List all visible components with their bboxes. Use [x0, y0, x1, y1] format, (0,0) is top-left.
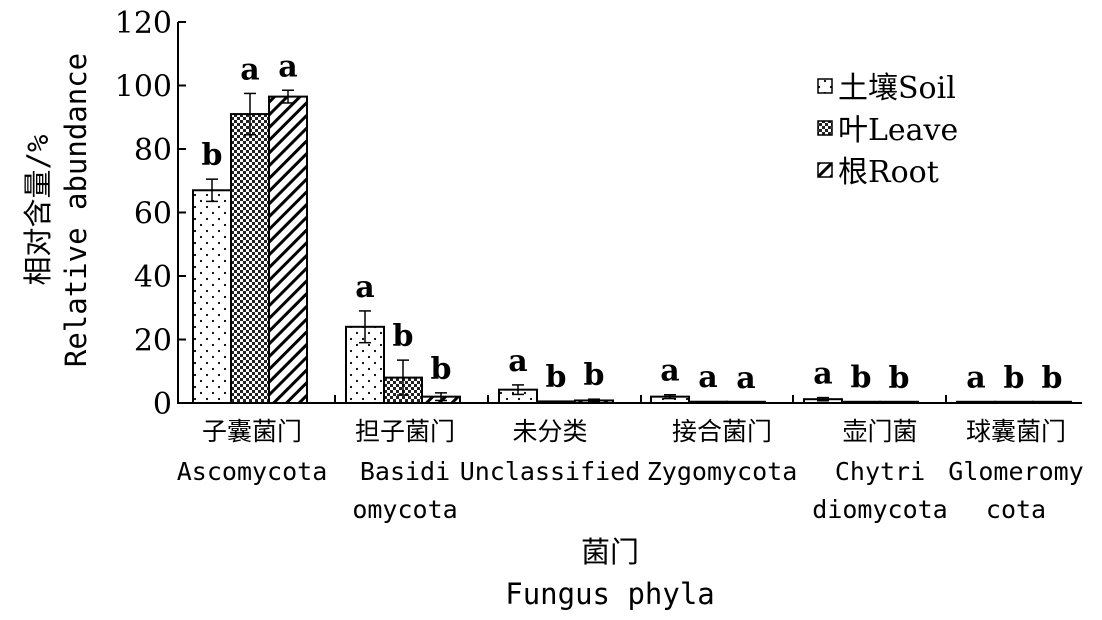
category-label-zh: 接合菌门: [672, 417, 772, 446]
significance-label: a: [508, 344, 527, 379]
legend-swatch-root: [817, 162, 833, 178]
y-axis-title-zh: 相对含量/%: [21, 135, 55, 286]
legend-label-soil: 土壤Soil: [838, 71, 956, 106]
significance-label: b: [1042, 361, 1063, 396]
significance-label: a: [240, 52, 259, 87]
significance-label: a: [736, 361, 755, 396]
category-label-en: Basidi: [360, 457, 450, 486]
significance-label: a: [698, 360, 717, 395]
legend-label-root: 根Root: [838, 155, 939, 190]
bar-root: [1032, 400, 1072, 404]
y-tick-label: 20: [134, 324, 172, 359]
category-label-en: Ascomycota: [177, 457, 328, 486]
significance-label: b: [546, 360, 567, 395]
bar-soil: [345, 325, 385, 404]
bar-leave: [230, 113, 270, 404]
y-tick-label: 0: [153, 387, 172, 422]
x-axis-title: 菌门 Fungus phyla: [505, 535, 715, 611]
y-axis-title: 相对含量/% Relative abundance: [21, 53, 93, 367]
y-tick-label: 60: [134, 197, 172, 232]
bar-leave: [841, 400, 881, 404]
significance-label: b: [1004, 361, 1025, 396]
y-tick-label: 80: [134, 133, 172, 168]
category-label-zh: 球囊菌门: [966, 417, 1066, 446]
x-axis-title-en: Fungus phyla: [505, 577, 715, 611]
legend: 土壤Soil 叶Leave 根Root: [817, 71, 958, 190]
bar-leave: [994, 400, 1034, 404]
significance-label: a: [813, 357, 832, 392]
legend-label-leave: 叶Leave: [838, 113, 958, 148]
y-axis-title-en: Relative abundance: [59, 53, 93, 367]
significance-label: b: [431, 352, 452, 387]
category-label-zh: 未分类: [512, 417, 587, 446]
category-label-en: diomycota: [812, 495, 947, 524]
category-label-en: cota: [986, 495, 1046, 524]
x-axis-title-zh: 菌门: [581, 535, 639, 569]
y-tick-label: 40: [134, 260, 172, 295]
significance-label: b: [202, 138, 223, 173]
bar-root: [879, 400, 919, 404]
significance-label: a: [278, 49, 297, 84]
significance-label: b: [584, 358, 605, 393]
significance-label: b: [851, 361, 872, 396]
bar-root: [726, 400, 766, 404]
legend-swatch-soil: [817, 78, 833, 94]
bar-soil: [192, 189, 232, 404]
bar-leave: [688, 400, 728, 405]
y-tick-label: 100: [115, 70, 172, 105]
bar-soil: [956, 400, 996, 404]
category-label-en: Zygomycota: [647, 457, 798, 486]
significance-label: a: [966, 361, 985, 396]
category-label-en: Chytri: [835, 457, 925, 486]
bar-root: [268, 95, 308, 405]
bar-leave: [536, 400, 576, 405]
significance-label: a: [355, 270, 374, 305]
significance-label: a: [660, 354, 679, 389]
category-label-zh: 子囊菌门: [202, 417, 302, 446]
significance-label: b: [889, 361, 910, 396]
category-label-en: omycota: [352, 495, 457, 524]
category-label-en: Glomeromy: [948, 457, 1083, 486]
y-tick-label: 120: [115, 6, 172, 41]
category-label-zh: 壶门菌: [842, 417, 917, 446]
significance-label: b: [393, 319, 414, 354]
legend-swatch-leave: [817, 120, 833, 136]
category-label-zh: 担子菌门: [355, 417, 455, 446]
category-label-en: Unclassified: [460, 457, 641, 486]
